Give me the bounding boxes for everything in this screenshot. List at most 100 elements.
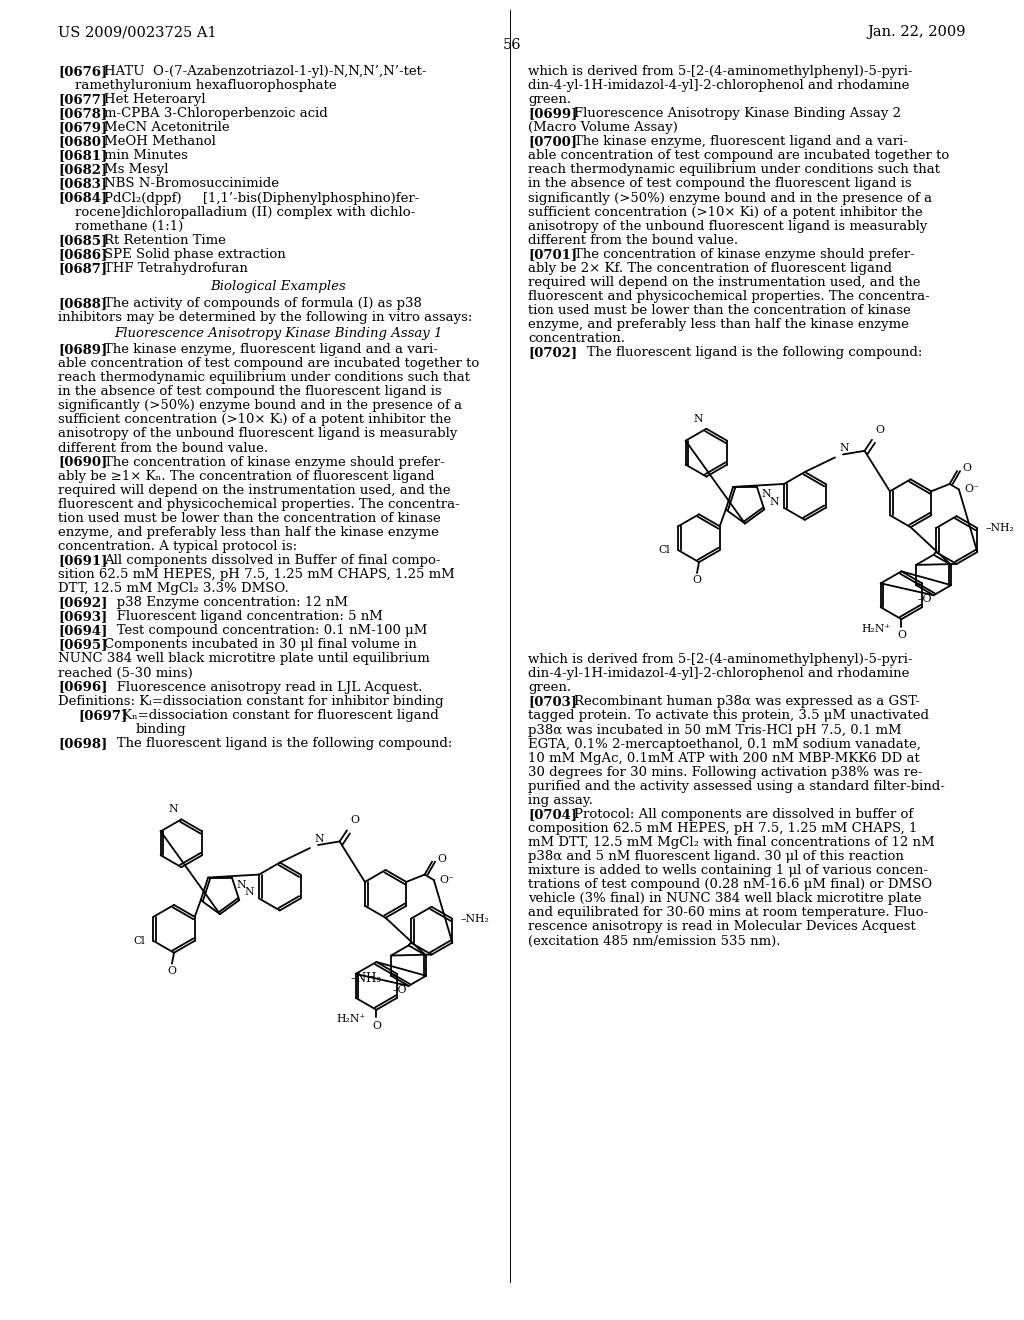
Text: [0684]: [0684] xyxy=(58,191,108,205)
Text: [0697]: [0697] xyxy=(78,709,127,722)
Text: required will depend on the instrumentation used, and the: required will depend on the instrumentat… xyxy=(528,276,921,289)
Text: and equilibrated for 30-60 mins at room temperature. Fluo-: and equilibrated for 30-60 mins at room … xyxy=(528,907,928,919)
Text: [0679]: [0679] xyxy=(58,121,108,135)
Text: which is derived from 5-[2-(4-aminomethylphenyl)-5-pyri-: which is derived from 5-[2-(4-aminomethy… xyxy=(528,653,912,667)
Text: [0692]: [0692] xyxy=(58,597,108,610)
Text: purified and the activity assessed using a standard filter-bind-: purified and the activity assessed using… xyxy=(528,780,945,793)
Text: US 2009/0023725 A1: US 2009/0023725 A1 xyxy=(58,25,217,40)
Text: [0699]: [0699] xyxy=(528,107,578,120)
Text: trations of test compound (0.28 nM-16.6 μM final) or DMSO: trations of test compound (0.28 nM-16.6 … xyxy=(528,878,932,891)
Text: in the absence of test compound the fluorescent ligand is: in the absence of test compound the fluo… xyxy=(58,385,441,399)
Text: N: N xyxy=(769,496,778,507)
Text: able concentration of test compound are incubated together to: able concentration of test compound are … xyxy=(528,149,949,162)
Text: significantly (>50%) enzyme bound and in the presence of a: significantly (>50%) enzyme bound and in… xyxy=(528,191,932,205)
Text: concentration. A typical protocol is:: concentration. A typical protocol is: xyxy=(58,540,297,553)
Text: Jan. 22, 2009: Jan. 22, 2009 xyxy=(867,25,966,40)
Text: reached (5-30 mins): reached (5-30 mins) xyxy=(58,667,193,680)
Text: enzyme, and preferably less than half the kinase enzyme: enzyme, and preferably less than half th… xyxy=(58,525,439,539)
Text: [0695]: [0695] xyxy=(58,639,108,651)
Text: [0685]: [0685] xyxy=(58,234,108,247)
Text: 30 degrees for 30 mins. Following activation p38% was re-: 30 degrees for 30 mins. Following activa… xyxy=(528,766,923,779)
Text: SPE Solid phase extraction: SPE Solid phase extraction xyxy=(104,248,286,261)
Text: required will depend on the instrumentation used, and the: required will depend on the instrumentat… xyxy=(58,483,451,496)
Text: Recombinant human p38α was expressed as a GST-: Recombinant human p38α was expressed as … xyxy=(574,696,920,709)
Text: The kinase enzyme, fluorescent ligand and a vari-: The kinase enzyme, fluorescent ligand an… xyxy=(574,135,908,148)
Text: NUNC 384 well black microtitre plate until equilibrium: NUNC 384 well black microtitre plate unt… xyxy=(58,652,430,665)
Text: [0704]: [0704] xyxy=(528,808,578,821)
Text: mM DTT, 12.5 mM MgCl₂ with final concentrations of 12 nM: mM DTT, 12.5 mM MgCl₂ with final concent… xyxy=(528,836,935,849)
Text: mixture is added to wells containing 1 μl of various concen-: mixture is added to wells containing 1 μ… xyxy=(528,865,928,878)
Text: binding: binding xyxy=(136,723,186,735)
Text: green.: green. xyxy=(528,681,571,694)
Text: Fluorescent ligand concentration: 5 nM: Fluorescent ligand concentration: 5 nM xyxy=(104,610,383,623)
Text: 56: 56 xyxy=(503,38,521,51)
Text: The activity of compounds of formula (I) as p38: The activity of compounds of formula (I)… xyxy=(104,297,422,310)
Text: ably be 2× Kf. The concentration of fluorescent ligand: ably be 2× Kf. The concentration of fluo… xyxy=(528,261,892,275)
Text: different from the bound value.: different from the bound value. xyxy=(528,234,738,247)
Text: tion used must be lower than the concentration of kinase: tion used must be lower than the concent… xyxy=(58,512,440,525)
Text: reach thermodynamic equilibrium under conditions such that: reach thermodynamic equilibrium under co… xyxy=(528,164,940,177)
Text: 10 mM MgAc, 0.1mM ATP with 200 nM MBP-MKK6 DD at: 10 mM MgAc, 0.1mM ATP with 200 nM MBP-MK… xyxy=(528,751,920,764)
Text: [0691]: [0691] xyxy=(58,554,108,568)
Text: composition 62.5 mM HEPES, pH 7.5, 1.25 mM CHAPS, 1: composition 62.5 mM HEPES, pH 7.5, 1.25 … xyxy=(528,822,918,836)
Text: Het Heteroaryl: Het Heteroaryl xyxy=(104,94,206,106)
Text: in the absence of test compound the fluorescent ligand is: in the absence of test compound the fluo… xyxy=(528,177,911,190)
Text: H₂N⁺: H₂N⁺ xyxy=(336,1014,366,1024)
Text: anisotropy of the unbound fluorescent ligand is measurably: anisotropy of the unbound fluorescent li… xyxy=(528,219,928,232)
Text: Biological Examples: Biological Examples xyxy=(210,280,346,293)
Text: N: N xyxy=(169,804,178,814)
Text: Cl: Cl xyxy=(133,936,145,946)
Text: tagged protein. To activate this protein, 3.5 μM unactivated: tagged protein. To activate this protein… xyxy=(528,709,929,722)
Text: enzyme, and preferably less than half the kinase enzyme: enzyme, and preferably less than half th… xyxy=(528,318,909,331)
Text: anisotropy of the unbound fluorescent ligand is measurably: anisotropy of the unbound fluorescent li… xyxy=(58,428,458,441)
Text: [0702]: [0702] xyxy=(528,346,578,359)
Text: [0682]: [0682] xyxy=(58,164,108,177)
Text: sufficient concentration (>10× Kᵢ) of a potent inhibitor the: sufficient concentration (>10× Kᵢ) of a … xyxy=(58,413,452,426)
Text: [0677]: [0677] xyxy=(58,94,108,106)
Text: –O: –O xyxy=(918,594,932,605)
Text: reach thermodynamic equilibrium under conditions such that: reach thermodynamic equilibrium under co… xyxy=(58,371,470,384)
Text: O: O xyxy=(692,576,701,585)
Text: The concentration of kinase enzyme should prefer-: The concentration of kinase enzyme shoul… xyxy=(104,455,444,469)
Text: [0694]: [0694] xyxy=(58,624,108,638)
Text: The concentration of kinase enzyme should prefer-: The concentration of kinase enzyme shoul… xyxy=(574,248,914,261)
Text: min Minutes: min Minutes xyxy=(104,149,187,162)
Text: NBS N-Bromosuccinimide: NBS N-Bromosuccinimide xyxy=(104,177,279,190)
Text: O: O xyxy=(963,463,971,473)
Text: PdCl₂(dppf)     [1,1’-bis(Diphenylphosphino)fer-: PdCl₂(dppf) [1,1’-bis(Diphenylphosphino)… xyxy=(104,191,420,205)
Text: O: O xyxy=(350,816,359,825)
Text: [0683]: [0683] xyxy=(58,177,108,190)
Text: [0686]: [0686] xyxy=(58,248,108,261)
Text: p38α was incubated in 50 mM Tris-HCl pH 7.5, 0.1 mM: p38α was incubated in 50 mM Tris-HCl pH … xyxy=(528,723,901,737)
Text: Fluorescence Anisotropy Kinase Binding Assay 1: Fluorescence Anisotropy Kinase Binding A… xyxy=(114,327,442,341)
Text: [0678]: [0678] xyxy=(58,107,108,120)
Text: [0687]: [0687] xyxy=(58,261,108,275)
Text: N: N xyxy=(314,834,324,843)
Text: fluorescent and physicochemical properties. The concentra-: fluorescent and physicochemical properti… xyxy=(58,498,460,511)
Text: MeCN Acetonitrile: MeCN Acetonitrile xyxy=(104,121,229,135)
Text: EGTA, 0.1% 2-mercaptoethanol, 0.1 mM sodium vanadate,: EGTA, 0.1% 2-mercaptoethanol, 0.1 mM sod… xyxy=(528,738,921,751)
Text: O: O xyxy=(372,1020,381,1031)
Text: din-4-yl-1H-imidazol-4-yl]-2-chlorophenol and rhodamine: din-4-yl-1H-imidazol-4-yl]-2-chloropheno… xyxy=(528,668,909,680)
Text: Fluorescence Anisotropy Kinase Binding Assay 2: Fluorescence Anisotropy Kinase Binding A… xyxy=(574,107,901,120)
Text: romethane (1:1): romethane (1:1) xyxy=(58,219,183,232)
Text: [0701]: [0701] xyxy=(528,248,578,261)
Text: different from the bound value.: different from the bound value. xyxy=(58,442,268,454)
Text: Rt Retention Time: Rt Retention Time xyxy=(104,234,226,247)
Text: HATU  O-(7-Azabenzotriazol-1-yl)-N,N,N’,N’-tet-: HATU O-(7-Azabenzotriazol-1-yl)-N,N,N’,N… xyxy=(104,65,427,78)
Text: The fluorescent ligand is the following compound:: The fluorescent ligand is the following … xyxy=(574,346,923,359)
Text: All components dissolved in Buffer of final compo-: All components dissolved in Buffer of fi… xyxy=(104,554,440,568)
Text: MeOH Methanol: MeOH Methanol xyxy=(104,135,216,148)
Text: inhibitors may be determined by the following in vitro assays:: inhibitors may be determined by the foll… xyxy=(58,312,472,323)
Text: rescence anisotropy is read in Molecular Devices Acquest: rescence anisotropy is read in Molecular… xyxy=(528,920,915,933)
Text: –NH₃: –NH₃ xyxy=(350,973,381,985)
Text: [0696]: [0696] xyxy=(58,681,108,693)
Text: DTT, 12.5 mM MgCl₂ 3.3% DMSO.: DTT, 12.5 mM MgCl₂ 3.3% DMSO. xyxy=(58,582,289,595)
Text: N: N xyxy=(694,413,703,424)
Text: Kₙ=dissociation constant for fluorescent ligand: Kₙ=dissociation constant for fluorescent… xyxy=(122,709,438,722)
Text: p38α and 5 nM fluorescent ligand. 30 μl of this reaction: p38α and 5 nM fluorescent ligand. 30 μl … xyxy=(528,850,904,863)
Text: Protocol: All components are dissolved in buffer of: Protocol: All components are dissolved i… xyxy=(574,808,913,821)
Text: Ms Mesyl: Ms Mesyl xyxy=(104,164,169,177)
Text: p38 Enzyme concentration: 12 nM: p38 Enzyme concentration: 12 nM xyxy=(104,597,348,610)
Text: ing assay.: ing assay. xyxy=(528,793,593,807)
